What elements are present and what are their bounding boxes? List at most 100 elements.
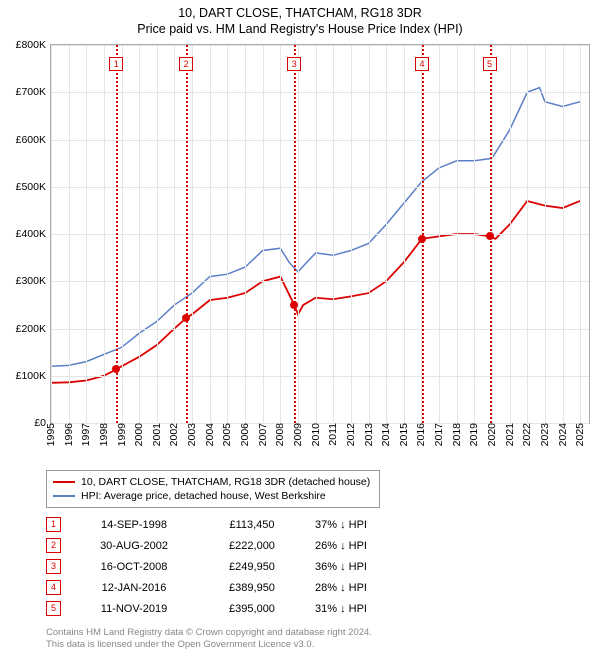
gridline-v: [86, 45, 87, 423]
transaction-price: £222,000: [207, 540, 297, 552]
x-axis-label: 2007: [257, 423, 269, 450]
x-axis-label: 2012: [345, 423, 357, 450]
gridline-v: [545, 45, 546, 423]
gridline-h: [51, 329, 589, 330]
gridline-v: [69, 45, 70, 423]
gridline-v: [369, 45, 370, 423]
x-axis-label: 2005: [221, 423, 233, 450]
transaction-diff: 28% ↓ HPI: [315, 582, 395, 594]
gridline-h: [51, 187, 589, 188]
x-axis-label: 2025: [574, 423, 586, 450]
gridline-h: [51, 140, 589, 141]
x-axis-label: 1999: [116, 423, 128, 450]
transaction-marker: 4: [415, 57, 429, 71]
transaction-price: £395,000: [207, 603, 297, 615]
transaction-price: £249,950: [207, 561, 297, 573]
gridline-v: [580, 45, 581, 423]
x-axis-label: 1996: [63, 423, 75, 450]
transaction-index: 5: [46, 601, 61, 616]
transaction-dot: [182, 314, 190, 322]
gridline-v: [245, 45, 246, 423]
transaction-date: 14-SEP-1998: [79, 519, 189, 531]
transaction-dot: [486, 232, 494, 240]
y-axis-label: £300K: [16, 275, 51, 287]
transaction-row: 4 12-JAN-2016 £389,950 28% ↓ HPI: [46, 577, 590, 598]
y-axis-label: £100K: [16, 370, 51, 382]
x-axis-label: 1998: [98, 423, 110, 450]
gridline-v: [263, 45, 264, 423]
transaction-dot: [112, 365, 120, 373]
transaction-row: 230-AUG-2002£222,00026% ↓ HPI: [46, 535, 590, 556]
gridline-v: [139, 45, 140, 423]
gridline-v: [280, 45, 281, 423]
transaction-dot: [418, 235, 426, 243]
x-axis-label: 2003: [186, 423, 198, 450]
x-axis-label: 1995: [45, 423, 57, 450]
transaction-row: 3 16-OCT-2008 £249,950 36% ↓ HPI: [46, 556, 590, 577]
y-axis-label: £400K: [16, 228, 51, 240]
legend-item: 10, DART CLOSE, THATCHAM, RG18 3DR (deta…: [53, 475, 373, 489]
legend-swatch: [53, 495, 75, 497]
gridline-h: [51, 45, 589, 46]
transaction-marker: 5: [483, 57, 497, 71]
transaction-marker: 1: [109, 57, 123, 71]
gridline-v: [192, 45, 193, 423]
transaction-diff: 31% ↓ HPI: [315, 603, 395, 615]
x-axis-label: 2017: [433, 423, 445, 450]
y-axis-label: £800K: [16, 39, 51, 51]
transaction-index: 1: [46, 517, 61, 532]
transaction-index: 2: [46, 538, 61, 553]
transaction-dot: [290, 301, 298, 309]
gridline-v: [439, 45, 440, 423]
gridline-v: [333, 45, 334, 423]
x-axis-label: 2006: [239, 423, 251, 450]
x-axis-label: 2002: [168, 423, 180, 450]
x-axis-label: 2018: [451, 423, 463, 450]
y-axis-label: £600K: [16, 134, 51, 146]
x-axis-label: 1997: [80, 423, 92, 450]
gridline-v: [210, 45, 211, 423]
gridline-h: [51, 376, 589, 377]
chart-area: £0£100K£200K£300K£400K£500K£600K£700K£80…: [50, 44, 590, 424]
transaction-vline: [294, 45, 296, 423]
gridline-v: [527, 45, 528, 423]
transaction-date: 30-AUG-2002: [79, 540, 189, 552]
transaction-date: 16-OCT-2008: [79, 561, 189, 573]
transaction-marker: 3: [287, 57, 301, 71]
gridline-v: [298, 45, 299, 423]
legend-label: 10, DART CLOSE, THATCHAM, RG18 3DR (deta…: [81, 476, 370, 488]
gridline-h: [51, 92, 589, 93]
gridline-v: [174, 45, 175, 423]
transaction-diff: 36% ↓ HPI: [315, 561, 395, 573]
footer-line1: Contains HM Land Registry data © Crown c…: [46, 627, 590, 639]
x-axis-label: 2020: [486, 423, 498, 450]
gridline-v: [51, 45, 52, 423]
x-axis-label: 2016: [415, 423, 427, 450]
gridline-v: [316, 45, 317, 423]
transaction-price: £389,950: [207, 582, 297, 594]
x-axis-label: 2013: [363, 423, 375, 450]
y-axis-label: £200K: [16, 323, 51, 335]
gridline-v: [386, 45, 387, 423]
transactions-table: 1 14-SEP-1998 £113,450 37% ↓ HPI 2 30-AUG-200…: [46, 514, 590, 619]
x-axis-label: 2004: [204, 423, 216, 450]
x-axis-label: 2021: [504, 423, 516, 450]
transaction-diff: 37% ↓ HPI: [315, 519, 395, 531]
transaction-date: 12-JAN-2016: [79, 582, 189, 594]
chart-title: 10, DART CLOSE, THATCHAM, RG18 3DR: [0, 6, 600, 20]
transaction-price: £113,450: [207, 519, 297, 531]
transaction-row: 511-NOV-2019£395,00031% ↓ HPI: [46, 598, 590, 619]
transaction-index: 4: [46, 580, 61, 595]
transaction-marker: 2: [179, 57, 193, 71]
transaction-vline: [186, 45, 188, 423]
transaction-index: 3: [46, 559, 61, 574]
plot-area: £0£100K£200K£300K£400K£500K£600K£700K£80…: [50, 44, 590, 424]
x-axis-label: 2009: [292, 423, 304, 450]
x-axis-label: 2010: [310, 423, 322, 450]
chart-header: 10, DART CLOSE, THATCHAM, RG18 3DR Price…: [0, 0, 600, 40]
gridline-v: [122, 45, 123, 423]
footer-copyright: Contains HM Land Registry data © Crown c…: [46, 627, 590, 652]
gridline-v: [404, 45, 405, 423]
chart-subtitle: Price paid vs. HM Land Registry's House …: [0, 22, 600, 36]
x-axis-label: 2001: [151, 423, 163, 450]
